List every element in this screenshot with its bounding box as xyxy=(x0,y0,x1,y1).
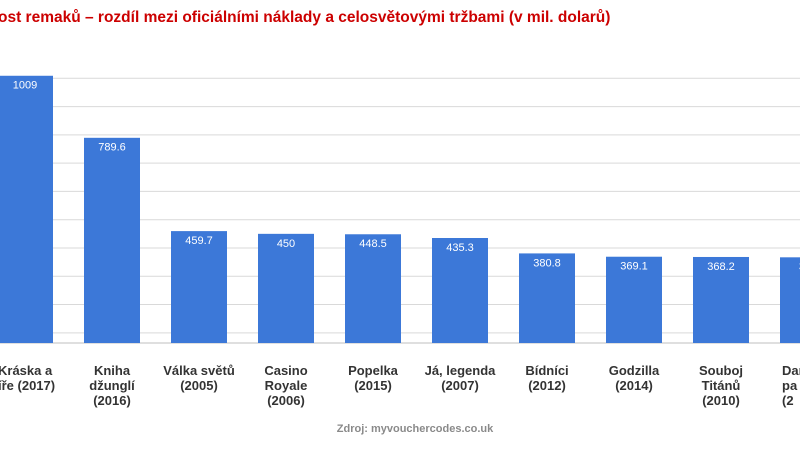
chart-title: ost remaků – rozdíl mezi oficiálními nák… xyxy=(0,9,610,26)
x-tick-label-line: Bídníci xyxy=(525,363,568,378)
value-label: 368.2 xyxy=(707,261,735,273)
bar xyxy=(606,256,662,343)
bar xyxy=(258,233,314,343)
bar xyxy=(84,137,140,343)
value-label: 459.7 xyxy=(185,235,213,247)
x-tick-label: Godzilla (2014) xyxy=(609,363,660,393)
x-tick-label: Souboj Titánů (2010) xyxy=(699,363,743,408)
x-tick-label-line: Kráska a xyxy=(0,363,53,378)
x-tick-label-line: džunglí xyxy=(89,378,135,393)
x-tick-label-line: (2016) xyxy=(93,393,131,408)
value-label: 450 xyxy=(277,238,295,250)
source-note: Zdroj: myvouchercodes.co.uk xyxy=(337,423,494,435)
value-label: 367 xyxy=(799,261,800,273)
x-tick-label-line: íře (2017) xyxy=(0,378,55,393)
x-tick-label-line: (2006) xyxy=(267,393,305,408)
x-tick-label-line: Godzilla xyxy=(609,363,660,378)
x-tick-label-line: (2015) xyxy=(354,378,392,393)
x-tick-label-line: (2007) xyxy=(441,378,479,393)
x-tick-label-line: (2 xyxy=(782,393,794,408)
x-tick-label: Darpa(2 xyxy=(782,363,800,408)
bar xyxy=(345,234,401,343)
value-label: 435.3 xyxy=(446,242,474,254)
value-label: 1009 xyxy=(13,80,37,92)
x-tick-label-line: Titánů xyxy=(702,378,741,393)
x-tick-label: Kniha džunglí (2016) xyxy=(89,363,135,408)
x-tick-label-line: (2012) xyxy=(528,378,566,393)
x-tick-label-line: Kniha xyxy=(94,363,131,378)
bar xyxy=(519,253,575,343)
x-tick-label-line: Popelka xyxy=(348,363,399,378)
x-tick-label: Casino Royale (2006) xyxy=(264,363,307,408)
bar xyxy=(171,231,227,343)
bar xyxy=(780,257,800,343)
value-label: 369.1 xyxy=(620,261,648,273)
x-tick-label: Já, legenda (2007) xyxy=(425,363,497,393)
x-tick-label-line: Royale xyxy=(265,378,308,393)
x-tick-label-line: (2010) xyxy=(702,393,740,408)
x-tick-label-line: Dar xyxy=(782,363,800,378)
value-label: 789.6 xyxy=(98,142,126,154)
x-tick-label: Válka světů (2005) xyxy=(163,363,235,393)
x-tick-label-line: Casino xyxy=(264,363,307,378)
x-tick-label-line: pa xyxy=(782,378,798,393)
x-tick-label-line: (2005) xyxy=(180,378,218,393)
bar xyxy=(0,75,53,344)
bar xyxy=(432,238,488,343)
x-tick-label: Kráska a íře (2017) xyxy=(0,363,55,393)
x-tick-label-line: Souboj xyxy=(699,363,743,378)
x-tick-label-line: Já, legenda xyxy=(425,363,497,378)
value-label: 448.5 xyxy=(359,238,387,250)
value-label: 380.8 xyxy=(533,257,561,269)
bar xyxy=(693,256,749,343)
x-tick-label: Bídníci (2012) xyxy=(525,363,568,393)
x-tick-label-line: (2014) xyxy=(615,378,653,393)
x-tick-label: Popelka (2015) xyxy=(348,363,399,393)
x-tick-label-line: Válka světů xyxy=(163,363,235,378)
